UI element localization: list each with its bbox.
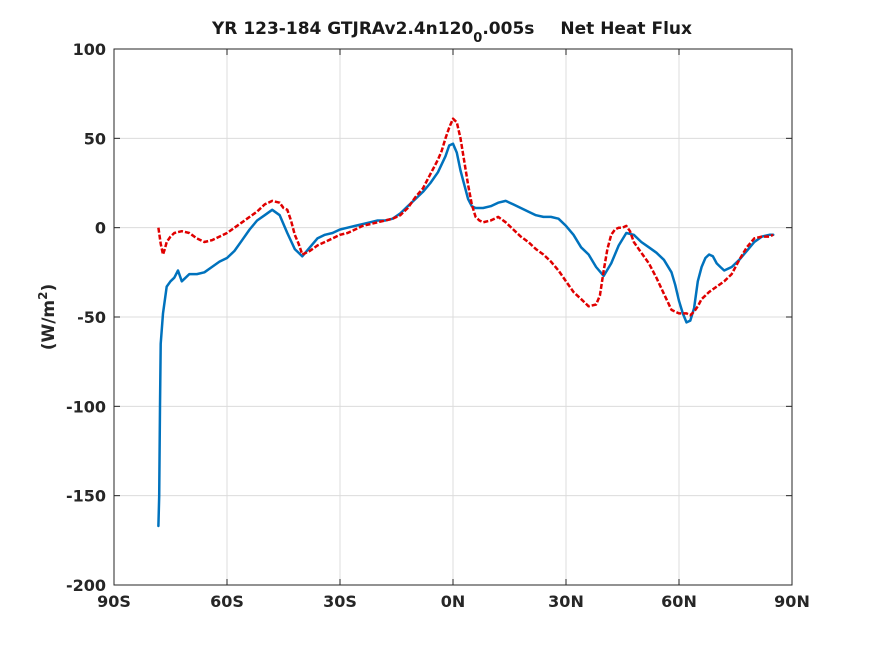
- y-tick-label: -50: [77, 308, 106, 327]
- y-axis-label: (W/m2): [36, 284, 59, 351]
- series-line-1: [157, 142, 775, 528]
- y-tick-label: -200: [66, 576, 106, 595]
- y-axis-label-close: ): [39, 284, 59, 292]
- x-tick-label: 60S: [210, 592, 244, 611]
- y-tick-label: 0: [95, 219, 106, 238]
- chart-title-main: YR 123-184 GTJRAv2.4n120: [211, 19, 473, 39]
- series-layer: [157, 117, 775, 528]
- chart-title-suffix: .005s: [482, 19, 534, 39]
- chart-title: YR 123-184 GTJRAv2.4n1200.005s Net Heat F…: [211, 19, 692, 46]
- y-tick-label: -150: [66, 487, 106, 506]
- x-tick-label: 30N: [548, 592, 584, 611]
- y-axis-label-superscript: 2: [36, 291, 50, 299]
- y-tick-label: 50: [84, 129, 106, 148]
- x-tick-label: 60N: [661, 592, 697, 611]
- x-tick-label: 90S: [97, 592, 131, 611]
- x-tick-label: 0N: [441, 592, 466, 611]
- chart-title-subscript: 0: [473, 31, 482, 46]
- x-tick-label: 30S: [323, 592, 357, 611]
- y-tick-label: 100: [73, 40, 106, 59]
- x-tick-label: 90N: [774, 592, 810, 611]
- y-tick-label: -100: [66, 397, 106, 416]
- ticks: 90S 60S 30S 0N 30N 60N 90N 100 50 0 -50 -100 -150 -20…: [66, 40, 810, 611]
- series-line-2: [157, 117, 774, 317]
- y-axis-label-main: (W/m: [39, 300, 59, 350]
- chart-title-variable: Net Heat Flux: [560, 19, 692, 39]
